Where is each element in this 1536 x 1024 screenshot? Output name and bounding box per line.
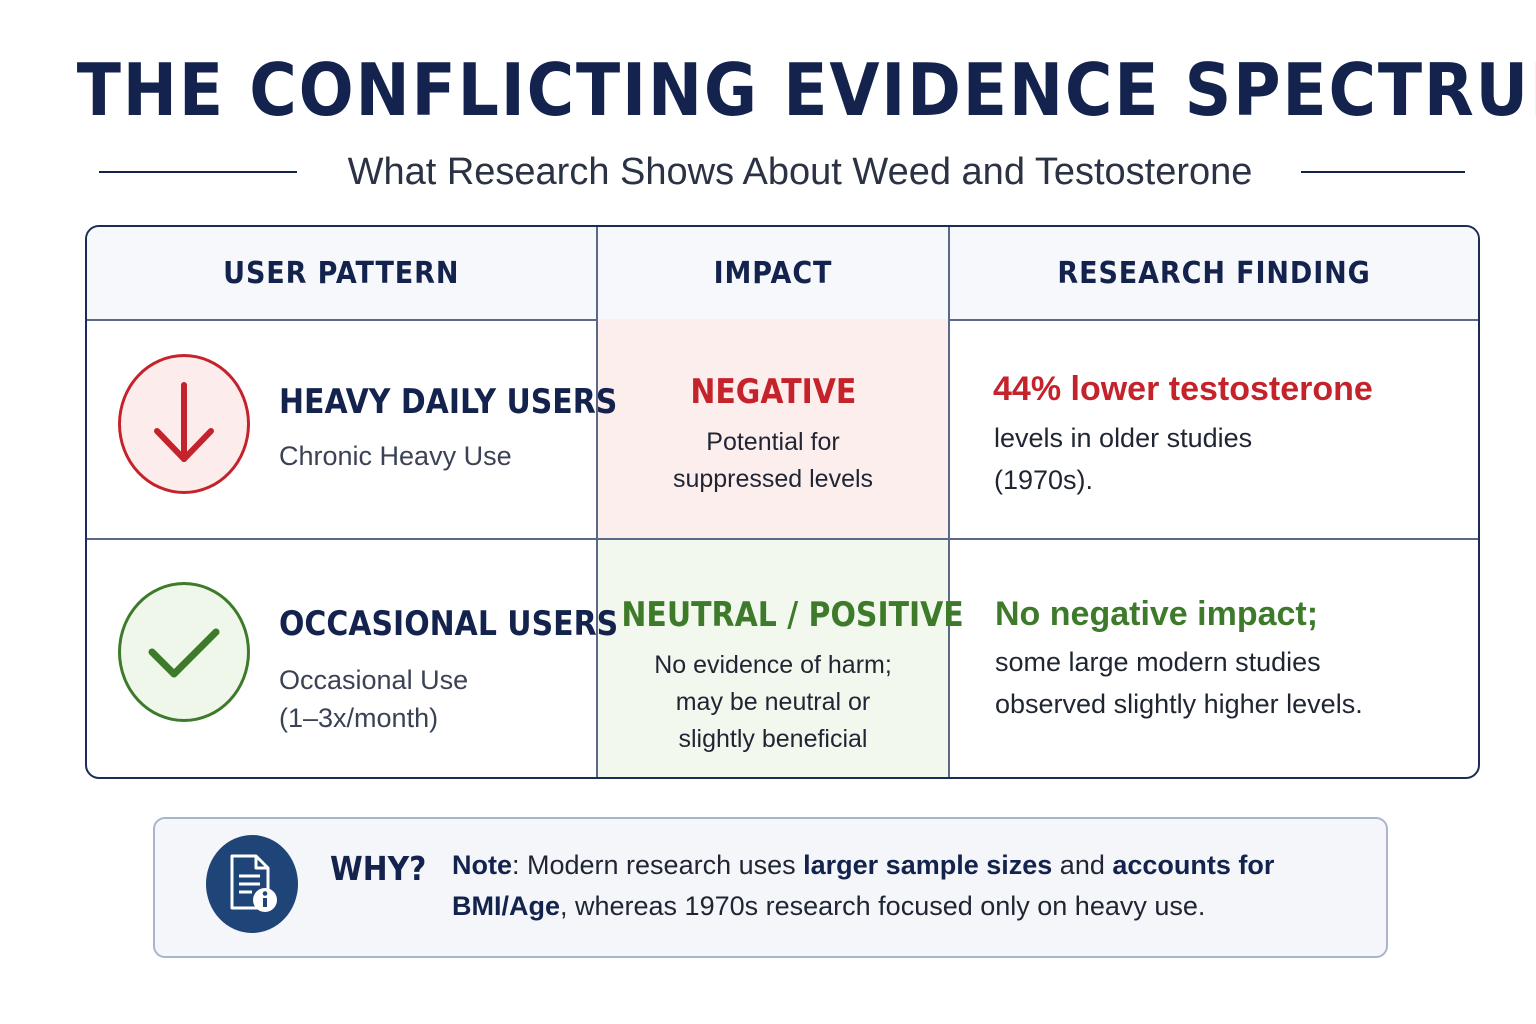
column-divider xyxy=(596,227,598,777)
page-subtitle: What Research Shows About Weed and Testo… xyxy=(347,151,1253,193)
page-title: THE CONFLICTING EVIDENCE SPECTRUM xyxy=(76,48,1536,132)
impact-cell-positive xyxy=(598,540,948,777)
pattern-name-heavy: HEAVY DAILY USERS xyxy=(279,382,618,422)
column-divider xyxy=(948,227,950,777)
row-divider xyxy=(87,538,1478,540)
pattern-sub-heavy: Chronic Heavy Use xyxy=(279,441,512,471)
note-box: WHY? Note: Modern research uses larger s… xyxy=(153,817,1388,958)
header-research-finding: RESEARCH FINDING xyxy=(950,227,1478,321)
subtitle-divider-right xyxy=(1301,171,1465,173)
finding-body-negative: levels in older studies (1970s). xyxy=(994,423,1253,495)
down-arrow-icon xyxy=(118,354,250,494)
pattern-name-occasional: OCCASIONAL USERS xyxy=(279,604,619,644)
finding-body-positive: some large modern studies observed sligh… xyxy=(995,647,1363,719)
finding-head-negative: 44% lower testosterone xyxy=(993,370,1373,408)
impact-label-negative: NEGATIVE xyxy=(689,372,857,412)
impact-desc-positive: No evidence of harm; may be neutral or s… xyxy=(654,651,892,753)
subtitle-divider-left xyxy=(99,171,297,173)
pattern-sub-occasional: Occasional Use (1–3x/month) xyxy=(279,665,469,733)
evidence-table: USER PATTERN IMPACT RESEARCH FINDING HEA… xyxy=(85,225,1480,779)
impact-label-positive: NEUTRAL / POSITIVE xyxy=(621,595,964,635)
subtitle-row: What Research Shows About Weed and Testo… xyxy=(0,148,1536,196)
note-text: Note: Modern research uses larger sample… xyxy=(452,850,1275,921)
why-label: WHY? xyxy=(330,849,427,888)
impact-desc-negative: Potential for suppressed levels xyxy=(672,428,874,493)
header-impact: IMPACT xyxy=(598,227,948,321)
checkmark-icon xyxy=(118,582,250,722)
impact-cell-negative xyxy=(598,319,948,538)
finding-head-positive: No negative impact; xyxy=(995,595,1319,633)
header-user-pattern: USER PATTERN xyxy=(87,227,596,321)
document-info-icon xyxy=(206,835,298,933)
